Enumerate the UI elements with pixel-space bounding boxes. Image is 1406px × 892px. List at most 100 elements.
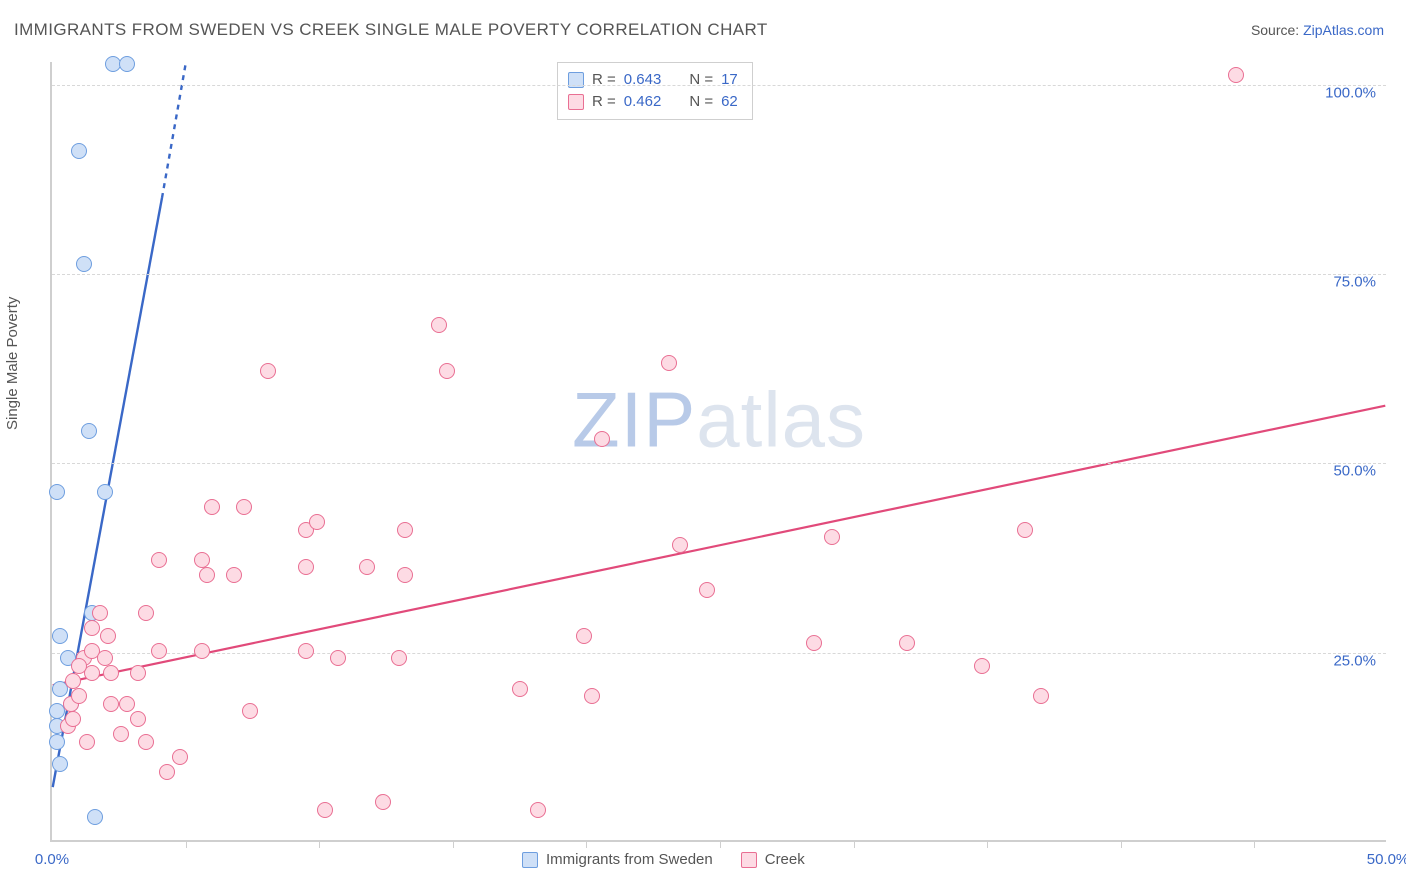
legend-row-creek: R = 0.462 N = 62 bbox=[568, 91, 738, 113]
point-creek bbox=[159, 764, 175, 780]
r-value-sweden: 0.643 bbox=[624, 69, 662, 91]
point-creek bbox=[439, 363, 455, 379]
point-creek bbox=[71, 658, 87, 674]
x-tick bbox=[319, 840, 320, 848]
point-creek bbox=[151, 552, 167, 568]
point-creek bbox=[298, 643, 314, 659]
legend-item-sweden: Immigrants from Sweden bbox=[522, 851, 713, 868]
point-creek bbox=[71, 688, 87, 704]
legend-row-sweden: R = 0.643 N = 17 bbox=[568, 69, 738, 91]
point-sweden bbox=[49, 734, 65, 750]
point-creek bbox=[397, 567, 413, 583]
point-creek bbox=[172, 749, 188, 765]
point-sweden bbox=[119, 56, 135, 72]
source-link[interactable]: ZipAtlas.com bbox=[1303, 22, 1384, 38]
point-creek bbox=[661, 355, 677, 371]
point-creek bbox=[97, 650, 113, 666]
n-value-creek: 62 bbox=[721, 91, 738, 113]
point-creek bbox=[79, 734, 95, 750]
point-creek bbox=[699, 582, 715, 598]
point-creek bbox=[92, 605, 108, 621]
r-value-creek: 0.462 bbox=[624, 91, 662, 113]
point-creek bbox=[672, 537, 688, 553]
point-creek bbox=[119, 696, 135, 712]
x-tick bbox=[987, 840, 988, 848]
point-creek bbox=[113, 726, 129, 742]
watermark-atlas: atlas bbox=[696, 375, 866, 463]
series-legend: Immigrants from Sweden Creek bbox=[522, 851, 805, 868]
grid-line bbox=[52, 653, 1386, 654]
point-creek bbox=[65, 711, 81, 727]
point-creek bbox=[899, 635, 915, 651]
watermark: ZIPatlas bbox=[572, 374, 866, 465]
x-tick-label: 50.0% bbox=[1367, 851, 1406, 868]
point-sweden bbox=[81, 423, 97, 439]
x-tick bbox=[1254, 840, 1255, 848]
grid-line bbox=[52, 274, 1386, 275]
point-creek bbox=[194, 552, 210, 568]
r-label: R = bbox=[592, 91, 616, 113]
point-sweden bbox=[52, 628, 68, 644]
point-creek bbox=[584, 688, 600, 704]
point-creek bbox=[330, 650, 346, 666]
point-creek bbox=[512, 681, 528, 697]
point-creek bbox=[317, 802, 333, 818]
x-tick bbox=[720, 840, 721, 848]
point-creek bbox=[375, 794, 391, 810]
point-sweden bbox=[71, 143, 87, 159]
point-creek bbox=[236, 499, 252, 515]
y-tick-label: 75.0% bbox=[1333, 274, 1376, 291]
point-creek bbox=[1228, 67, 1244, 83]
x-tick bbox=[453, 840, 454, 848]
point-creek bbox=[298, 559, 314, 575]
point-creek bbox=[130, 711, 146, 727]
grid-line bbox=[52, 463, 1386, 464]
point-creek bbox=[391, 650, 407, 666]
point-creek bbox=[138, 734, 154, 750]
n-label: N = bbox=[689, 91, 713, 113]
y-tick-label: 25.0% bbox=[1333, 652, 1376, 669]
point-creek bbox=[309, 514, 325, 530]
x-tick bbox=[854, 840, 855, 848]
point-creek bbox=[194, 643, 210, 659]
x-tick bbox=[1121, 840, 1122, 848]
x-tick-label: 0.0% bbox=[35, 851, 69, 868]
source-prefix: Source: bbox=[1251, 22, 1303, 38]
point-creek bbox=[397, 522, 413, 538]
point-creek bbox=[576, 628, 592, 644]
grid-line bbox=[52, 85, 1386, 86]
point-creek bbox=[260, 363, 276, 379]
point-creek bbox=[824, 529, 840, 545]
point-creek bbox=[242, 703, 258, 719]
point-creek bbox=[103, 665, 119, 681]
y-tick-label: 50.0% bbox=[1333, 463, 1376, 480]
point-creek bbox=[226, 567, 242, 583]
point-sweden bbox=[49, 484, 65, 500]
point-creek bbox=[204, 499, 220, 515]
point-creek bbox=[130, 665, 146, 681]
point-creek bbox=[1033, 688, 1049, 704]
legend-label-creek: Creek bbox=[765, 851, 805, 868]
point-sweden bbox=[52, 756, 68, 772]
legend-label-sweden: Immigrants from Sweden bbox=[546, 851, 713, 868]
point-creek bbox=[594, 431, 610, 447]
point-creek bbox=[84, 620, 100, 636]
legend-item-creek: Creek bbox=[741, 851, 805, 868]
point-creek bbox=[138, 605, 154, 621]
point-creek bbox=[151, 643, 167, 659]
swatch-creek bbox=[568, 94, 584, 110]
point-creek bbox=[103, 696, 119, 712]
r-label: R = bbox=[592, 69, 616, 91]
point-creek bbox=[359, 559, 375, 575]
point-sweden bbox=[76, 256, 92, 272]
point-creek bbox=[974, 658, 990, 674]
watermark-zip: ZIP bbox=[572, 375, 696, 463]
y-axis-label: Single Male Poverty bbox=[4, 297, 21, 430]
point-creek bbox=[100, 628, 116, 644]
source-attribution: Source: ZipAtlas.com bbox=[1251, 22, 1384, 38]
point-sweden bbox=[87, 809, 103, 825]
scatter-plot: ZIPatlas R = 0.643 N = 17 R = 0.462 N = … bbox=[50, 62, 1386, 842]
trend-lines bbox=[52, 62, 1386, 840]
point-creek bbox=[65, 673, 81, 689]
n-label: N = bbox=[689, 69, 713, 91]
